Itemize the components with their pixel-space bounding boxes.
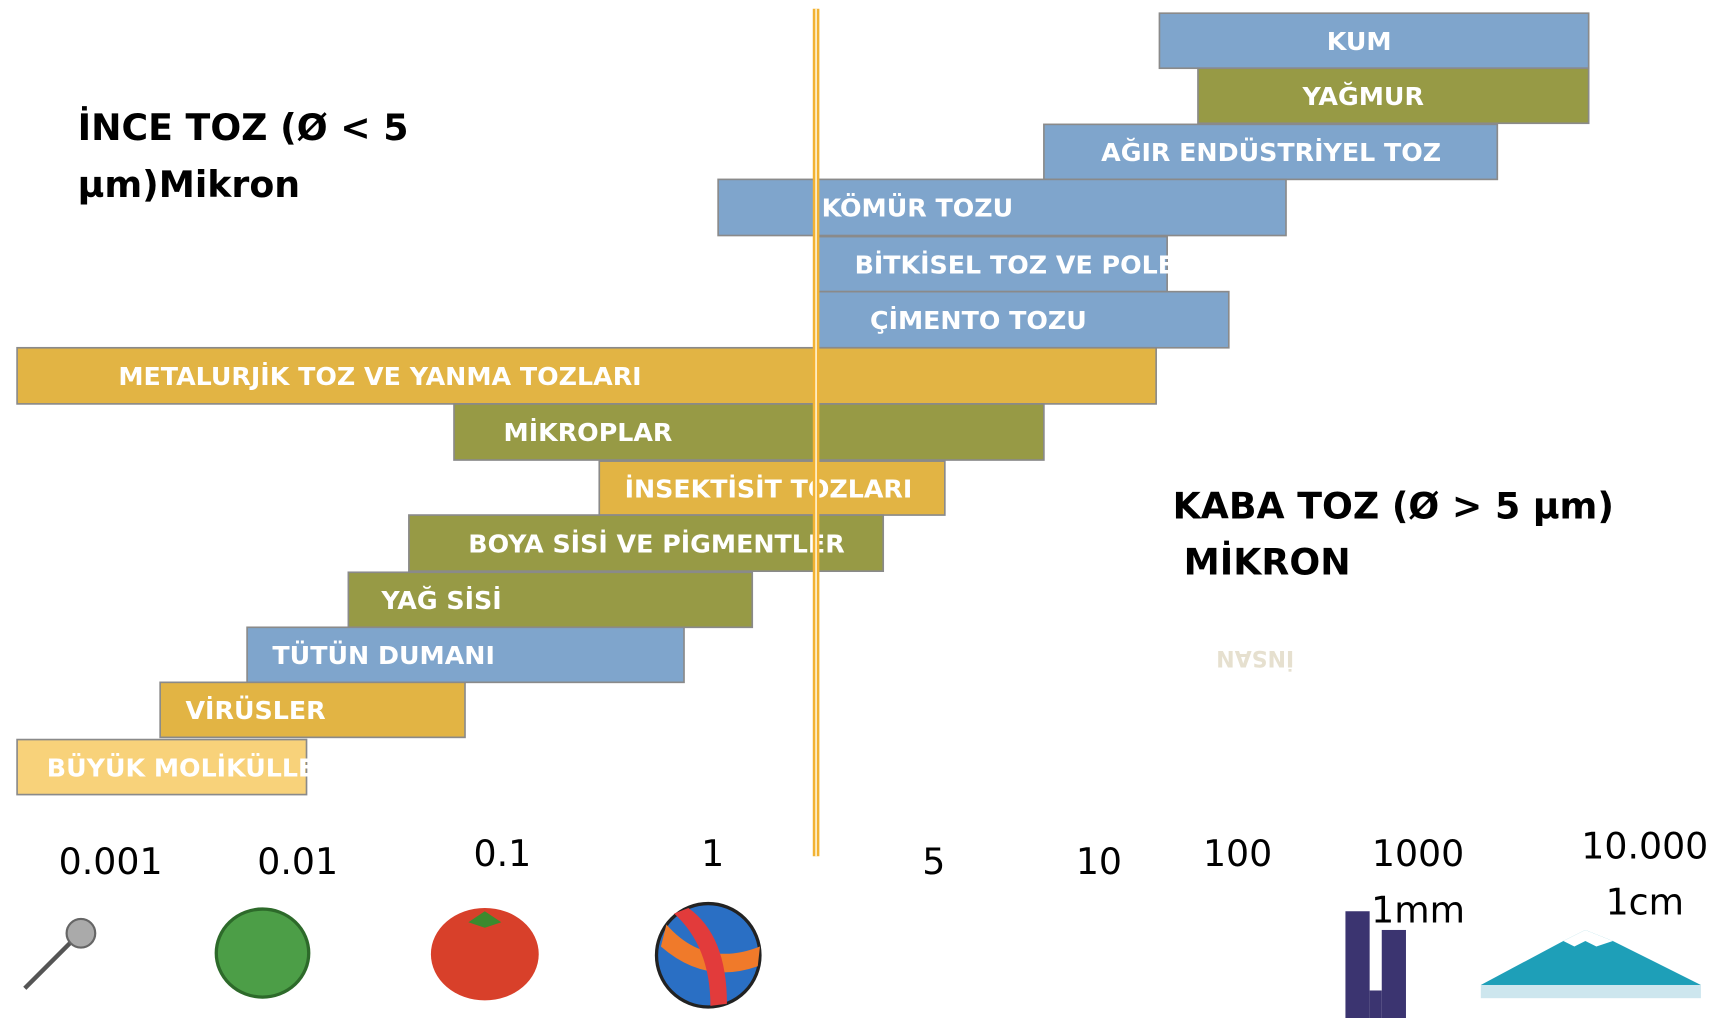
scale-label: 0.01 [257,840,338,883]
scale-label: 0.001 [59,840,163,883]
scale-label: 10 [1076,840,1122,883]
pin-icon [25,919,95,988]
coarse-title: MİKRON [1184,541,1351,584]
mountain-icon [1481,930,1701,998]
bar-label: TÜTÜN DUMANI [272,640,494,670]
ball-icon [657,904,760,1007]
coarse-title: KABA TOZ (Ø > 5 µm) [1173,484,1614,527]
scale-label: 1cm [1606,881,1684,924]
scale-label: 0.1 [474,832,532,875]
page: KUM YAĞMUR AĞIR ENDÜSTRİYEL TOZ KÖMÜR TOZU B… [0,0,1718,1018]
bar-label: İNSEKTİSİT TOZLARI [625,474,913,503]
scale-label: 5 [922,840,945,883]
ghost-label: İNSAN [1216,645,1294,671]
bar-label: YAĞMUR [1302,81,1424,111]
bar-label: ÇİMENTO TOZU [870,306,1087,335]
bar-label: KUM [1327,27,1392,56]
scale-labels: 0.001 0.01 0.1 1 5 10 100 1000 1mm 10.000 1cm [59,825,1709,932]
scale-label: 1 [701,832,724,875]
bar-label: KÖMÜR TOZU [822,193,1014,223]
bar-label: BÜYÜK MOLİKÜLLER [47,752,335,782]
scale-label: 10.000 [1581,825,1708,868]
bar-label: AĞIR ENDÜSTRİYEL TOZ [1101,137,1441,167]
bar-label: VİRÜSLER [185,695,325,725]
bar-label: MİKROPLAR [504,418,673,447]
bar-label: BİTKİSEL TOZ VE POLENLER [855,250,1249,279]
bar-label: METALURJİK TOZ VE YANMA TOZLARI [118,362,641,391]
pea-icon [216,909,308,997]
bar-label: YAĞ SİSİ [380,585,501,615]
tomato-icon [431,908,539,1000]
fine-title: İNCE TOZ (Ø < 5 [78,106,409,149]
diagram: KUM YAĞMUR AĞIR ENDÜSTRİYEL TOZ KÖMÜR TOZU B… [0,0,1718,1018]
bar-label: BOYA SİSİ VE PİGMENTLER [468,529,844,558]
scale-label: 1000 [1372,832,1464,875]
fine-title: µm)Mikron [78,163,301,206]
scale-label: 100 [1203,832,1272,875]
scale-label: 1mm [1371,888,1465,931]
